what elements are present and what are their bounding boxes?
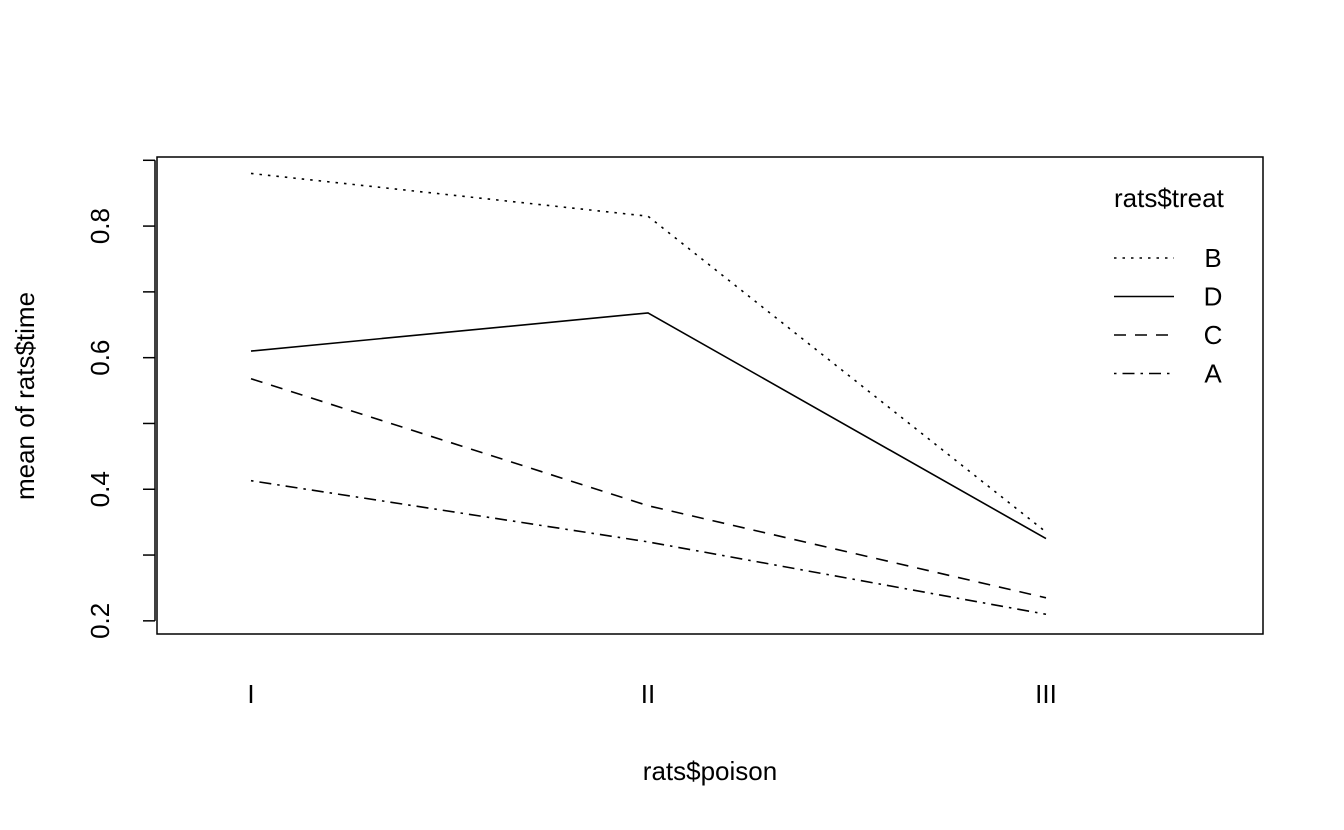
legend-label-D: D (1204, 282, 1223, 312)
y-axis-ticks: 0.2 0.4 0.6 0.8 (85, 159, 155, 639)
x-tick-label: III (1035, 679, 1057, 709)
y-tick-label: 0.6 (85, 340, 115, 376)
x-axis-title: rats$poison (643, 756, 777, 786)
series-line-A (250, 479, 1047, 616)
plot-box (156, 156, 1264, 635)
series-line-D (250, 312, 1047, 540)
y-tick-label: 0.8 (85, 208, 115, 244)
x-axis-ticks: I II III (247, 679, 1056, 709)
y-axis-title: mean of rats$time (10, 292, 40, 500)
legend-label-B: B (1204, 243, 1221, 273)
series-line-C (250, 377, 1047, 599)
legend-label-A: A (1204, 359, 1222, 389)
series-lines (250, 172, 1047, 616)
series-line-B (250, 172, 1047, 533)
legend-title: rats$treat (1114, 183, 1225, 213)
y-tick-label: 0.2 (85, 603, 115, 639)
legend-label-C: C (1204, 320, 1223, 350)
x-tick-label: II (641, 679, 655, 709)
x-tick-label: I (247, 679, 254, 709)
y-tick-label: 0.4 (85, 471, 115, 507)
